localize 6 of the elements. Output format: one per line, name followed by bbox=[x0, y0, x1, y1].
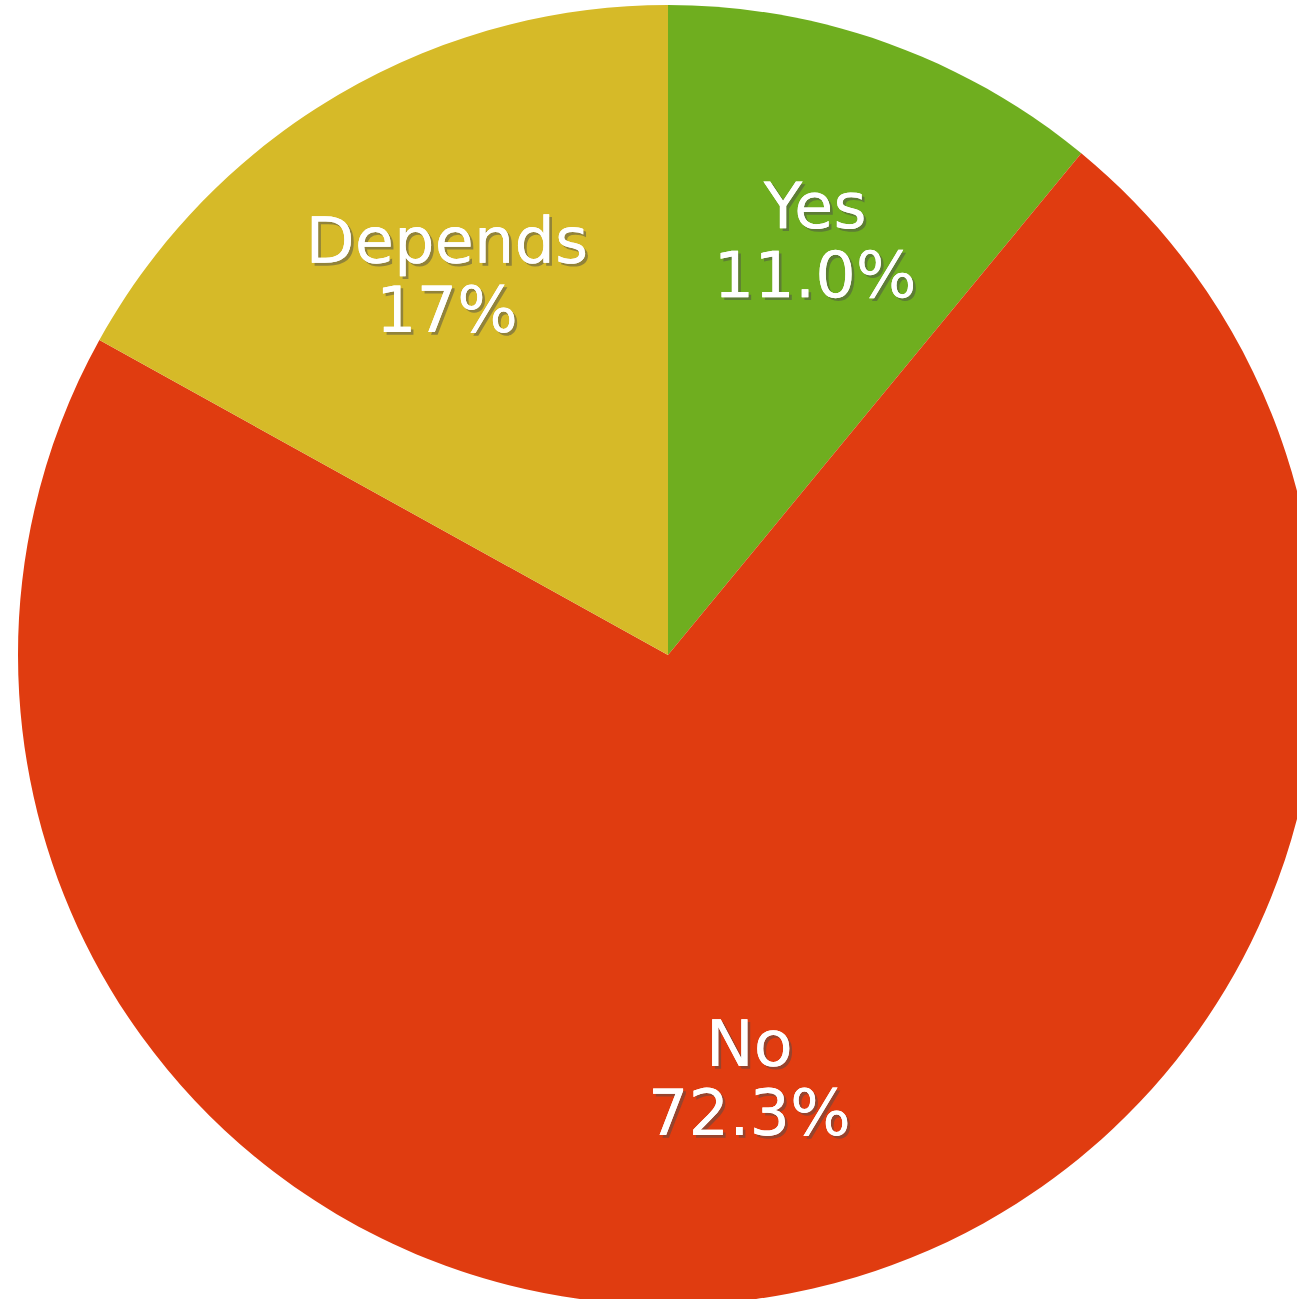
slice-label: Depends bbox=[311, 214, 588, 279]
data-label: 17% bbox=[382, 284, 518, 336]
data-label: 72.3% bbox=[653, 1087, 851, 1139]
slice-label: No bbox=[712, 1019, 793, 1070]
data-label: 11.0% bbox=[720, 249, 916, 301]
slice-label: Yes bbox=[763, 181, 867, 232]
